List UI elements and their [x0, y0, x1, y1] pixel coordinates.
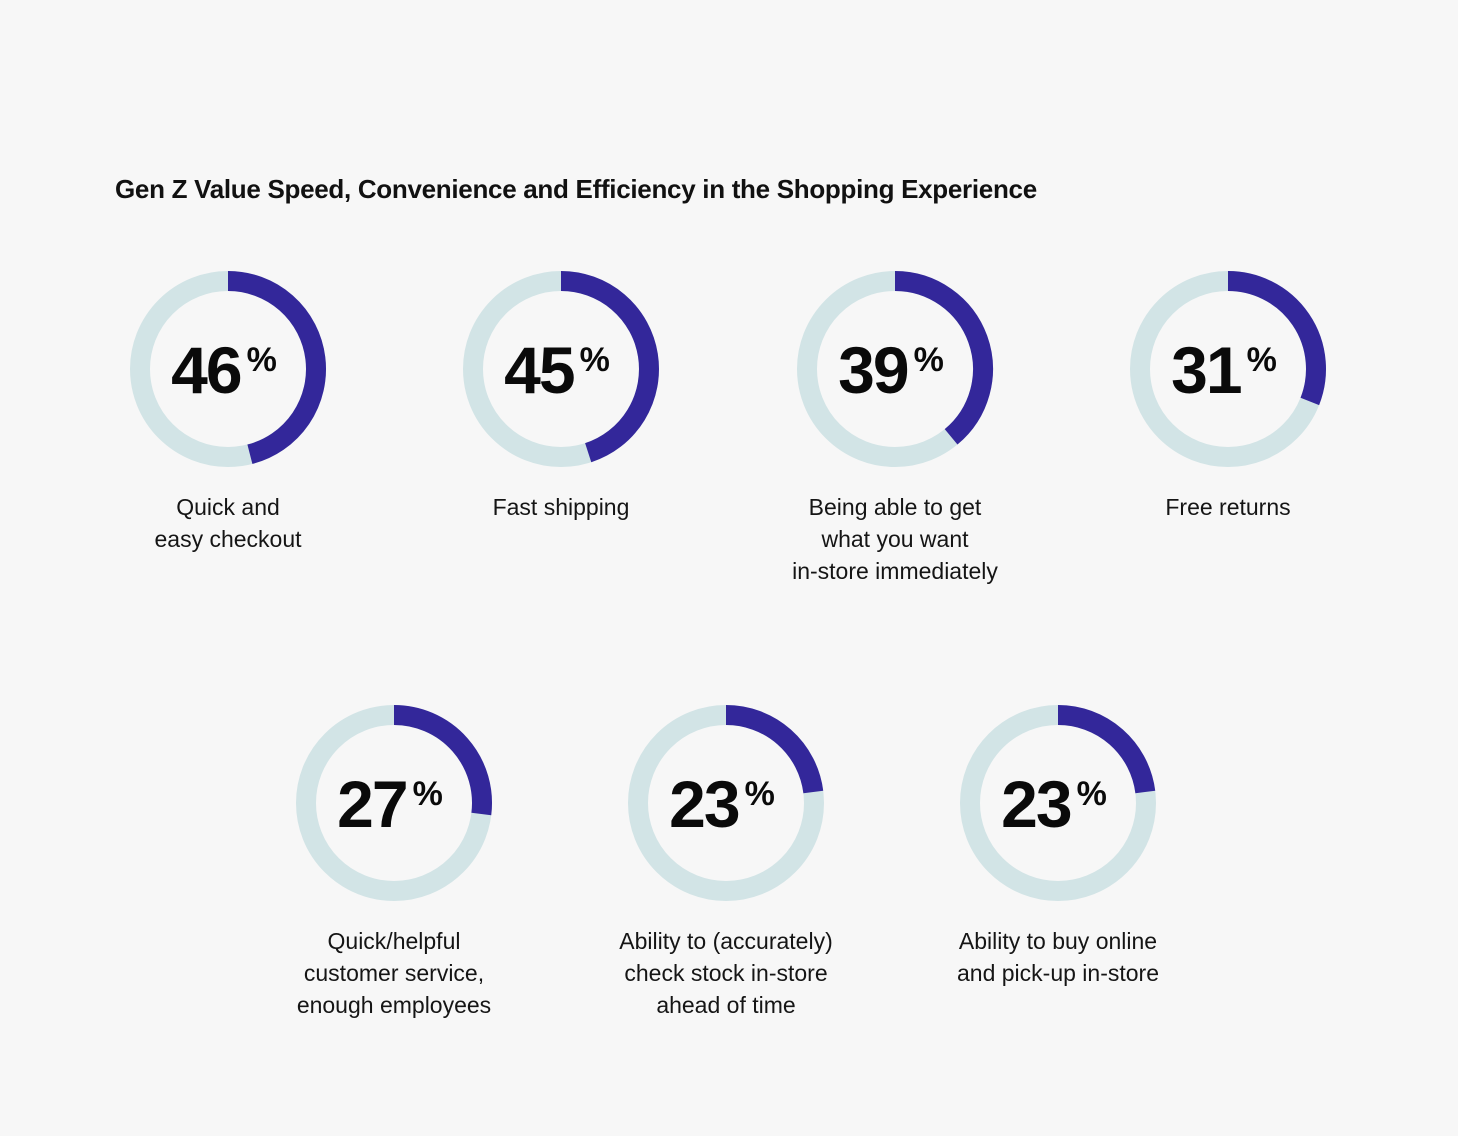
donut-item: 23% Ability to buy online and pick-up in-…: [918, 703, 1198, 989]
donut-value-label: 27%: [337, 767, 443, 841]
donut-value-label: 23%: [1001, 767, 1107, 841]
donut-chart: 23%: [628, 705, 824, 901]
donut-category-label: Fast shipping: [492, 494, 630, 520]
donut-value-label: 31%: [1171, 333, 1277, 407]
donut-item: 45% Fast shipping: [421, 269, 701, 523]
donut-unit: %: [247, 341, 277, 379]
donut-chart: 27%: [296, 705, 492, 901]
donut-item: 27% Quick/helpful customer service, enoug…: [254, 703, 534, 1021]
donut-value: 45: [504, 333, 574, 407]
donut-value-arc: [725, 705, 824, 794]
donut-item: 39% Being able to get what you want in-st…: [755, 269, 1035, 587]
donut-value-arc: [560, 271, 659, 463]
donut-unit: %: [580, 341, 610, 379]
donut-unit: %: [745, 775, 775, 813]
donut-chart: 46%: [130, 271, 327, 467]
donut-value: 27: [337, 767, 406, 841]
donut-chart: 45%: [463, 271, 659, 467]
donut-value-label: 39%: [838, 333, 944, 407]
donut-item: 46% Quick and easy checkout: [88, 269, 368, 555]
donut-category-label: Being able to get what you want in-store…: [792, 494, 998, 584]
donut-chart: 31%: [1130, 271, 1326, 467]
donut-value: 31: [1171, 333, 1241, 407]
donut-value: 46: [171, 333, 241, 407]
donut-value-label: 45%: [504, 333, 610, 407]
donut-value: 23: [1001, 767, 1071, 841]
donut-unit: %: [914, 341, 944, 379]
donut-value-arc: [393, 705, 492, 816]
donut-value: 23: [669, 767, 739, 841]
donut-value-arc: [1227, 271, 1326, 406]
donut-category-label: Quick/helpful customer service, enough e…: [296, 928, 492, 1018]
donut-chart: 23%: [960, 705, 1156, 901]
donut-unit: %: [1077, 775, 1107, 813]
donut-value: 39: [838, 333, 908, 407]
donut-value-arc: [1057, 705, 1156, 794]
donut-value-arc: [227, 271, 327, 464]
donut-item: 31% Free returns: [1088, 269, 1368, 523]
donut-category-label: Ability to (accurately) check stock in-s…: [619, 928, 833, 1018]
donut-chart: 39%: [797, 271, 993, 467]
donut-unit: %: [413, 775, 443, 813]
donut-value-label: 23%: [669, 767, 775, 841]
donut-category-label: Ability to buy online and pick-up in-sto…: [957, 928, 1159, 986]
donut-category-label: Free returns: [1165, 494, 1291, 520]
donut-value-arc: [894, 271, 993, 445]
donut-unit: %: [1247, 341, 1277, 379]
donut-item: 23% Ability to (accurately) check stock i…: [586, 703, 866, 1021]
chart-title: Gen Z Value Speed, Convenience and Effic…: [115, 174, 1037, 204]
donut-value-label: 46%: [171, 333, 277, 407]
donut-category-label: Quick and easy checkout: [154, 494, 302, 552]
